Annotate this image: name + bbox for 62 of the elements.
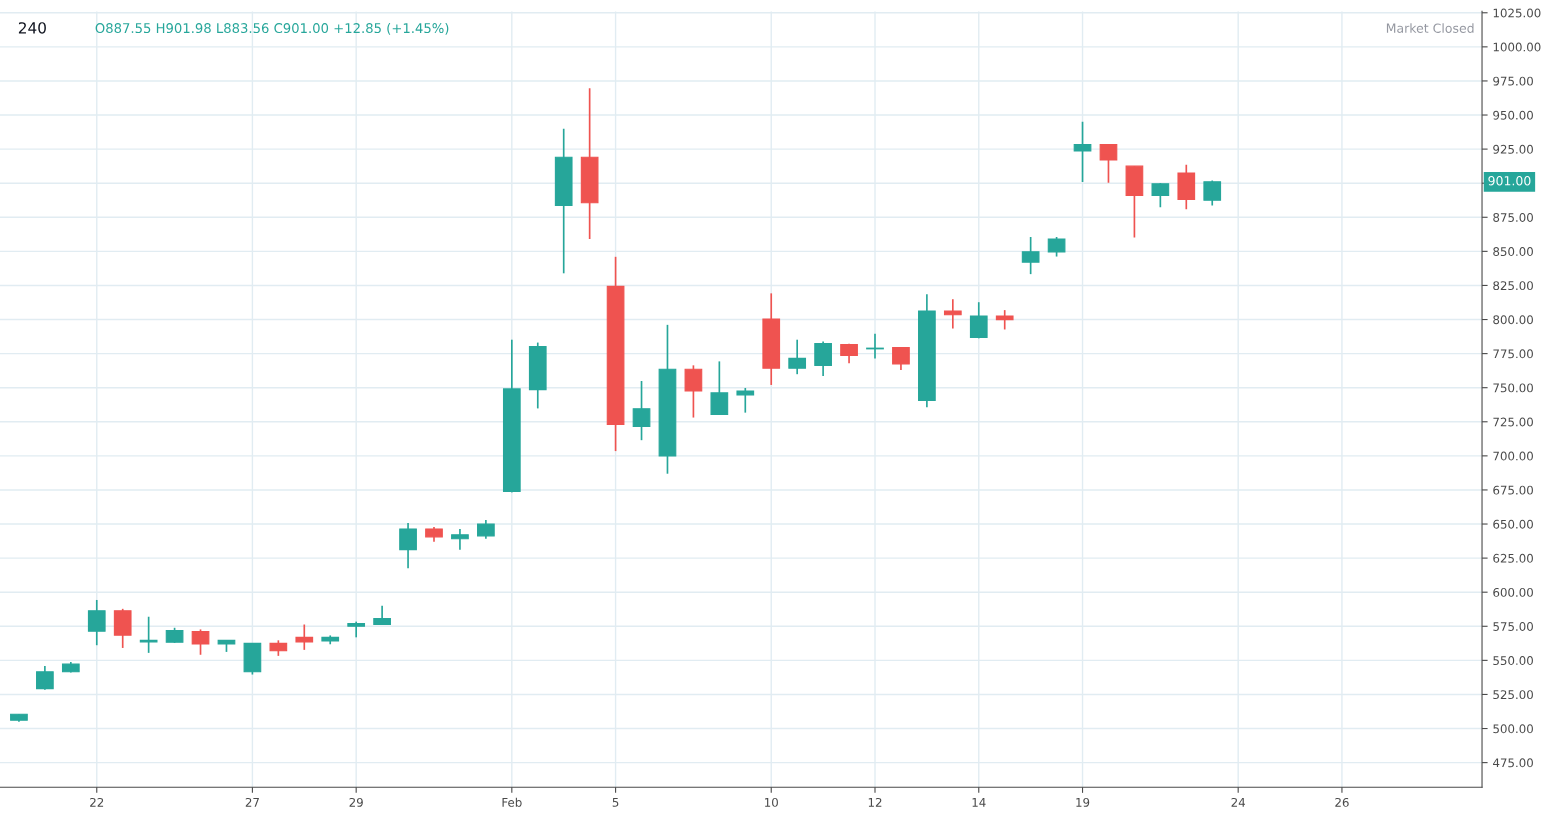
candlestick — [684, 364, 703, 419]
text: 901.00 — [1488, 176, 1531, 186]
x-tick-label: 12 — [868, 797, 882, 807]
candlestick — [943, 298, 962, 330]
candlestick — [969, 301, 988, 340]
candlestick — [1151, 182, 1170, 209]
candlestick — [295, 623, 314, 651]
y-tick-label: 575.00 — [1493, 622, 1533, 631]
x-tick-label: 27 — [245, 797, 259, 807]
candlestick — [1099, 143, 1118, 184]
y-tick-label: 650.00 — [1493, 519, 1533, 529]
text: 240 — [18, 22, 46, 34]
candlestick — [1021, 236, 1040, 275]
y-tick-label: 1025.00 — [1493, 8, 1541, 18]
y-tick-label: 775.00 — [1493, 349, 1533, 359]
candlestick — [1047, 236, 1066, 258]
candlestick — [632, 380, 651, 442]
y-tick-label: 825.00 — [1493, 281, 1533, 291]
annotation: Market Closed — [1386, 23, 1474, 33]
y-tick-label: 700.00 — [1493, 451, 1533, 461]
x-tick-label: 22 — [90, 797, 104, 807]
x-tick-label: 29 — [349, 797, 363, 807]
candlestick — [87, 599, 106, 647]
candlestick — [995, 309, 1014, 331]
candlestick — [1203, 179, 1222, 207]
candlestick — [814, 340, 832, 377]
y-tick-label: 500.00 — [1493, 724, 1533, 734]
candlestick — [892, 346, 910, 371]
x-tick-label: 19 — [1076, 797, 1090, 807]
y-tick-label: 750.00 — [1493, 383, 1533, 393]
y-tick-label: 625.00 — [1493, 553, 1533, 563]
candlestick — [710, 360, 729, 416]
x-tick-label: 26 — [1335, 797, 1349, 807]
y-tick-label: 1000.00 — [1493, 42, 1541, 52]
y-tick-label: 725.00 — [1493, 417, 1533, 427]
y-tick-label: 950.00 — [1493, 110, 1533, 120]
x-tick-label: 14 — [972, 798, 986, 807]
candlestick — [36, 665, 54, 691]
y-tick-label: 975.00 — [1493, 76, 1533, 86]
x-tick-label: 24 — [1231, 797, 1246, 807]
y-tick-label: 925.00 — [1493, 144, 1533, 154]
candlestick — [736, 387, 755, 414]
y-tick-label: 550.00 — [1493, 656, 1533, 666]
x-tick-label: 10 — [765, 797, 778, 807]
candlestick — [451, 528, 469, 551]
y-tick-label: 525.00 — [1493, 690, 1533, 700]
candlestick — [139, 615, 158, 654]
candlestick — [191, 628, 210, 656]
candlestick — [373, 604, 391, 626]
candlestick — [1073, 121, 1092, 183]
y-tick-label: 675.00 — [1493, 485, 1533, 495]
x-tick-label: 5 — [612, 798, 619, 807]
candlestick — [788, 338, 807, 376]
y-tick-label: 875.00 — [1493, 213, 1533, 222]
y-tick-label: 850.00 — [1493, 247, 1533, 257]
y-tick-label: 600.00 — [1493, 587, 1533, 597]
candlestick — [399, 522, 417, 570]
text: O887.55 H901.98 L883.56 C901.00 +12.85 (+1.45%) — [95, 22, 449, 35]
y-tick-label: 475.00 — [1493, 758, 1533, 768]
candlestick — [477, 519, 495, 540]
y-tick-label: 800.00 — [1493, 315, 1533, 325]
x-tick-label: Feb — [502, 797, 522, 807]
